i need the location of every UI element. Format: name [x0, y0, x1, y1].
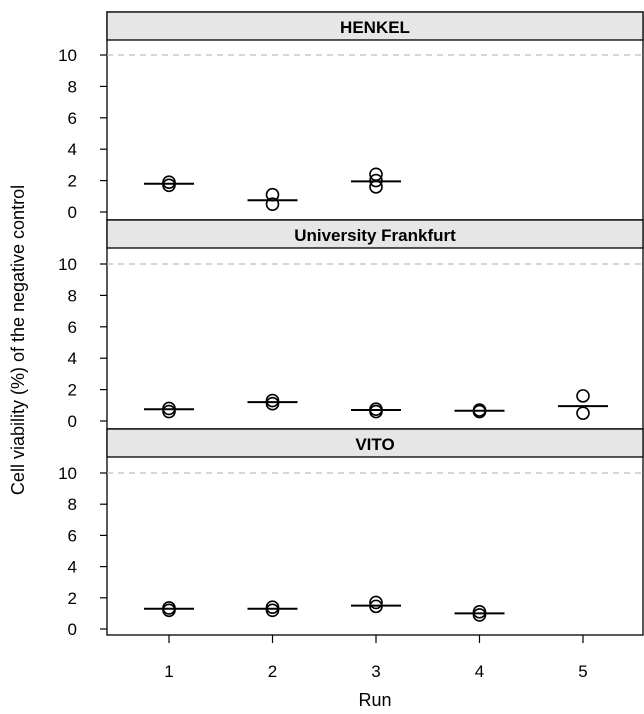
panel-strip [106, 11, 644, 41]
panel-frame [106, 428, 644, 636]
x-tick-label: 5 [578, 662, 587, 681]
x-axis-title: Run [358, 690, 391, 710]
data-point [265, 197, 280, 211]
data-point [265, 187, 280, 202]
y-tick-label: 4 [68, 349, 77, 368]
data-point [472, 605, 487, 619]
y-tick-label: 8 [68, 495, 77, 514]
x-tick-label: 1 [164, 662, 173, 681]
data-point [162, 175, 176, 189]
data-point [369, 173, 383, 188]
data-point [369, 599, 383, 614]
data-point [162, 601, 176, 615]
x-tick-label: 2 [268, 662, 277, 681]
y-tick-label: 0 [68, 412, 77, 431]
y-tick-label: 6 [68, 318, 77, 337]
data-point [265, 600, 280, 614]
y-tick-label: 10 [58, 255, 77, 274]
y-axis-title: Cell viability (%) of the negative contr… [8, 185, 28, 495]
y-tick-label: 10 [58, 46, 77, 65]
panel-frame [106, 11, 644, 221]
panel-strip-label: VITO [355, 435, 394, 454]
data-point [369, 402, 383, 417]
panel-frame [106, 219, 644, 430]
y-tick-label: 8 [68, 286, 77, 305]
panel-strip [106, 428, 644, 458]
panel-strip-label: University Frankfurt [294, 226, 456, 245]
y-tick-label: 4 [68, 140, 77, 159]
panel-strip-label: HENKEL [340, 18, 410, 37]
y-tick-label: 4 [68, 558, 77, 577]
y-tick-label: 8 [68, 77, 77, 96]
y-tick-label: 2 [68, 172, 77, 191]
panel-strip [106, 219, 644, 249]
data-point [265, 393, 280, 408]
data-point [369, 167, 383, 182]
data-point [576, 389, 590, 403]
y-tick-label: 2 [68, 589, 77, 608]
y-tick-label: 2 [68, 381, 77, 400]
y-tick-label: 6 [68, 526, 77, 545]
data-point [162, 401, 176, 416]
x-tick-label: 4 [475, 662, 484, 681]
y-tick-label: 10 [58, 464, 77, 483]
data-point [472, 403, 487, 417]
y-tick-label: 6 [68, 109, 77, 128]
y-tick-label: 0 [68, 203, 77, 222]
y-tick-label: 0 [68, 620, 77, 639]
x-tick-label: 3 [371, 662, 380, 681]
data-point [369, 595, 383, 610]
data-point [576, 406, 590, 420]
